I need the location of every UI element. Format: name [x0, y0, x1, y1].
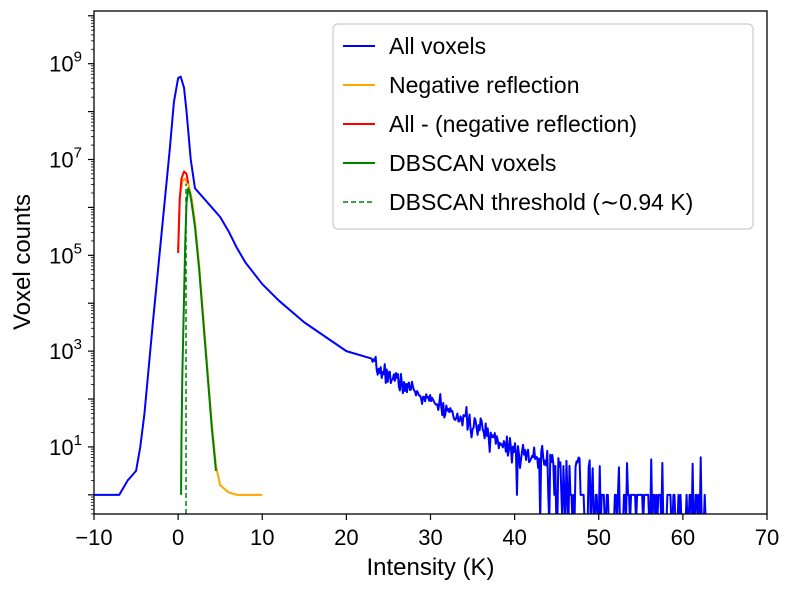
legend-entry-label: DBSCAN voxels	[389, 150, 556, 176]
x-tick-label: 40	[502, 525, 526, 550]
legend: All voxels Negative reflection All - (nega…	[332, 23, 754, 230]
y-tick-label: 101	[49, 432, 82, 460]
y-tick-label: 105	[49, 240, 82, 268]
series-line	[177, 177, 263, 496]
x-tick-label: 70	[755, 525, 779, 550]
y-tick-label: 103	[49, 336, 82, 364]
x-tick-label: −10	[75, 525, 112, 550]
x-axis-label: Intensity (K)	[366, 554, 494, 581]
x-tick-label: 50	[587, 525, 611, 550]
legend-box	[332, 23, 754, 230]
legend-entry-label: DBSCAN threshold (∼0.94 K)	[389, 189, 693, 215]
y-tick-label: 107	[49, 145, 82, 173]
x-tick-label: 30	[418, 525, 442, 550]
series-line	[177, 170, 190, 253]
y-tick-label: 109	[49, 49, 82, 77]
x-tick-label: 10	[250, 525, 274, 550]
x-tick-label: 0	[172, 525, 184, 550]
y-axis: 101 103 105 107 109	[49, 15, 94, 515]
x-tick-label: 60	[671, 525, 695, 550]
series-line	[180, 187, 217, 495]
series-layer	[94, 75, 707, 514]
legend-entry-label: Negative reflection	[389, 72, 580, 98]
x-axis: −10 0 10 20 30 40 50 60 70	[75, 514, 779, 550]
series-line	[94, 75, 707, 514]
legend-entry-label: All voxels	[389, 33, 486, 59]
y-axis-label: Voxel counts	[9, 194, 36, 330]
legend-entry-label: All - (negative reflection)	[389, 111, 637, 137]
x-tick-label: 20	[334, 525, 358, 550]
